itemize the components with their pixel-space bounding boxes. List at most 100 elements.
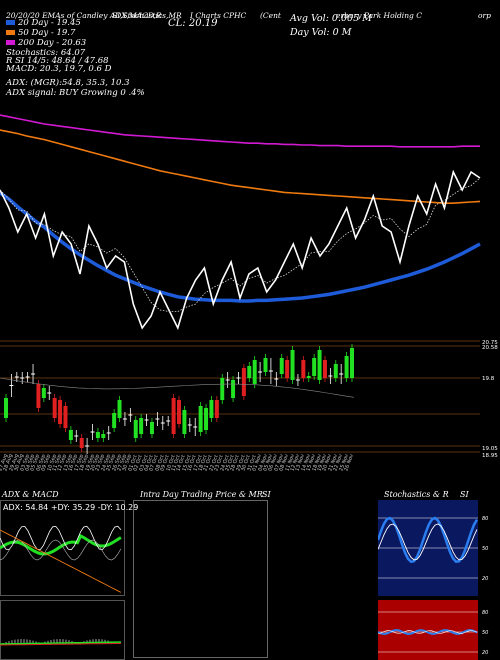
candlestick-chart	[0, 340, 480, 454]
series-50-day-ema	[0, 129, 481, 204]
stoch-title: Stochastics & R	[384, 490, 449, 499]
header-title-part6: orp	[478, 11, 491, 20]
candle-body	[204, 408, 209, 430]
series-200-day-ema	[0, 114, 480, 148]
candle-body	[322, 360, 327, 378]
header-title-part4: (Cent	[260, 11, 281, 20]
candle-body	[306, 376, 311, 378]
price-label-top: 20.75	[482, 340, 498, 346]
macd-value: MACD: 20.3, 19.7, 0.6 D	[6, 64, 112, 74]
candle-body	[133, 420, 138, 438]
price-label-5: 18.95	[482, 453, 498, 459]
candle-body	[285, 360, 290, 378]
candle-body	[344, 356, 349, 378]
chart-header-line: 20/20/20 EMAs of Candley ADX,MACD,R	[6, 11, 162, 20]
candle-body	[95, 432, 100, 438]
candle-body	[209, 400, 214, 418]
stochastics-panel: 80 50 20	[378, 500, 488, 596]
day-volume-label: Day Vol: 0 M	[290, 27, 352, 38]
candle-body	[4, 398, 8, 418]
candle-body	[68, 430, 73, 440]
adx-macd-title: ADX & MACD	[2, 490, 59, 499]
rsi-value: R SI 14/5: 48.64 / 47.68	[6, 56, 109, 66]
candle-body	[63, 406, 68, 428]
stochastics-value: Stochastics: 64.07	[6, 48, 86, 58]
candle-body	[350, 348, 354, 378]
candle-ema-trace	[0, 377, 355, 398]
avg-volume-label: Avg Vol: 0.005 M	[290, 13, 372, 24]
candle-body	[36, 384, 41, 408]
legend-ema50: 50 Day - 19.7	[6, 28, 75, 38]
stoch-d-line	[378, 523, 478, 561]
price-ema-chart	[0, 114, 481, 331]
price-label-2: 20.58	[482, 345, 498, 351]
candle-body	[252, 360, 257, 384]
legend-ema200: 200 Day - 20.63	[6, 38, 86, 48]
price-label-3: 19.8	[482, 376, 495, 382]
macd-panel	[0, 600, 125, 660]
series-20-day-ema	[0, 191, 481, 303]
ema20-swatch	[6, 20, 15, 25]
candle-body	[171, 398, 176, 434]
macd-line	[0, 641, 121, 645]
candle-body	[149, 422, 154, 434]
candle-body	[279, 358, 284, 374]
candle-body	[290, 350, 295, 380]
close-price-label: CL: 20.19	[168, 18, 218, 29]
ema50-label: 50 Day - 19.7	[18, 28, 76, 38]
header-title-part3: I Charts CPHC	[190, 11, 247, 20]
price-label-4: 19.05	[482, 446, 498, 452]
plus-dy-line	[0, 525, 122, 551]
candle-body	[214, 400, 219, 418]
stoch-title-si: SI	[460, 490, 469, 499]
adx-readout-pdy: +DY: 35.29	[50, 503, 96, 512]
candle-body	[301, 360, 306, 378]
adx-value: ADX: (MGR):54.8, 35.3, 10.3	[6, 78, 130, 88]
candle-body	[139, 418, 144, 434]
header-title-part1: 20/20/20 EMAs of Candley ADX,MACD,R	[6, 11, 162, 20]
ema200-swatch	[6, 40, 15, 45]
header-title-part5: erbury Park Holding C	[336, 11, 422, 20]
ema200-label: 200 Day - 20.63	[18, 38, 87, 48]
macd-signal-line	[0, 642, 121, 646]
adx-orange-line	[0, 529, 122, 593]
macd-frame	[0, 600, 125, 660]
candle-body	[52, 398, 57, 418]
candle-body	[112, 413, 117, 428]
candle-body	[117, 400, 122, 418]
header-title-part2: SI,Stochastics,MR	[112, 11, 182, 20]
candle-body	[58, 400, 63, 424]
stoch-tick-label: 50	[482, 546, 488, 552]
intraday-title: Intra Day Trading Price & MR	[140, 490, 263, 499]
stoch-tick-label: 80	[482, 516, 488, 522]
adx-panel	[0, 500, 125, 596]
candle-body	[198, 406, 203, 432]
adx-signal: ADX signal: BUY Growing 0 .4%	[6, 88, 145, 98]
candle-body	[231, 380, 236, 398]
rsi-tick-label: 20	[482, 650, 488, 656]
intraday-title-si: SI	[262, 490, 271, 499]
ema50-swatch	[6, 30, 15, 35]
candle-body	[312, 358, 317, 376]
mrsi-line	[378, 630, 478, 634]
adx-line	[0, 533, 122, 556]
rsi-panel: 80 50 20	[378, 600, 488, 660]
candle-body	[79, 438, 84, 448]
candle-body	[177, 400, 181, 424]
candle-body	[241, 368, 246, 396]
candle-body	[101, 434, 106, 438]
candle-body	[333, 364, 338, 378]
candle-body	[41, 388, 46, 398]
stoch-tick-label: 20	[482, 576, 488, 582]
ema20-label: 20 Day - 19.45	[18, 18, 81, 28]
adx-frame	[0, 500, 125, 596]
adx-readout: ADX: 54.84 +DY: 35.29 -DY: 10.29	[3, 503, 138, 512]
candle-body	[263, 358, 268, 372]
adx-readout-adx: ADX: 54.84	[3, 503, 49, 512]
candle-body	[220, 378, 225, 400]
series-price-smoothing	[0, 177, 481, 312]
rsi-tick-label: 80	[482, 610, 488, 616]
date-axis: 27 Aug 28 Aug 29 Aug 30 Aug 03 Sep 04 Sep 05 S…	[0, 453, 500, 486]
legend-ema20: 20 Day - 19.45	[6, 18, 81, 28]
series-price	[0, 169, 481, 331]
